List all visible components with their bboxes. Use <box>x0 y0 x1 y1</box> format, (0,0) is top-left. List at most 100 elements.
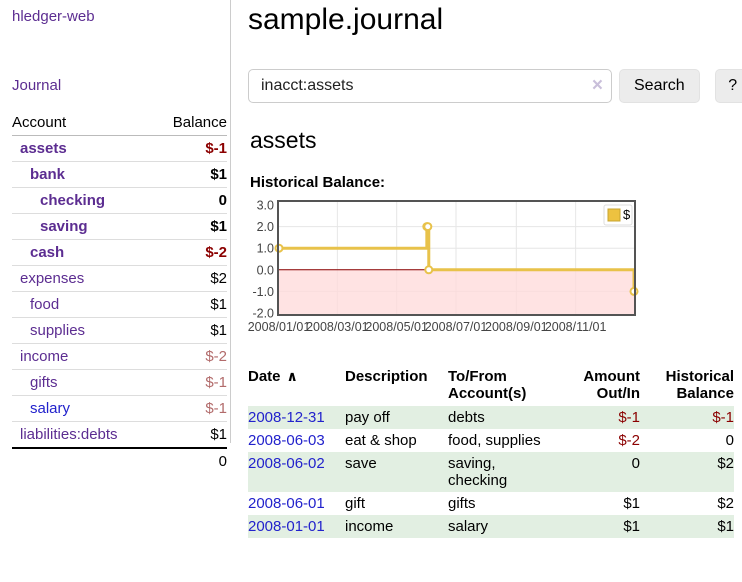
account-link[interactable]: gifts <box>30 374 58 391</box>
account-link[interactable]: expenses <box>20 270 85 287</box>
transaction-description: gift <box>345 495 366 512</box>
account-row: expenses $2 <box>12 265 227 292</box>
account-balance: $2 <box>154 265 227 292</box>
account-balance: $1 <box>154 213 227 240</box>
register-header-description: Description <box>345 368 428 385</box>
transaction-date-link[interactable]: 2008-06-01 <box>248 495 325 512</box>
x-tick-label: 2008/11/01 <box>545 320 607 334</box>
transaction-date-link[interactable]: 2008-06-02 <box>248 455 325 472</box>
account-title: assets <box>250 127 317 153</box>
register-table: Date ∧ Description To/From Account(s) Amo… <box>248 366 734 538</box>
data-point-marker <box>424 265 434 275</box>
main-content: sample.journal × Search ? assets Histori… <box>231 0 742 582</box>
register-header-row: Date ∧ Description To/From Account(s) Amo… <box>248 366 734 406</box>
x-tick-label: 2008/05/01 <box>365 320 428 334</box>
account-row: assets $-1 <box>12 136 227 162</box>
transaction-balance: $1 <box>640 515 734 538</box>
account-row: liabilities:debts $1 <box>12 421 227 448</box>
transaction-accounts: gifts <box>448 495 476 512</box>
account-link[interactable]: salary <box>30 400 71 417</box>
register-row: 2008-06-03 eat & shop food, supplies $-2 0 <box>248 429 734 452</box>
transaction-balance: $2 <box>640 452 734 492</box>
search-box: × <box>248 69 612 103</box>
y-tick-label: 3.0 <box>257 199 274 213</box>
account-row: saving $1 <box>12 213 227 240</box>
accounts-table-header: Account Balance <box>12 110 227 136</box>
account-link[interactable]: checking <box>40 192 106 209</box>
account-link[interactable]: bank <box>30 166 66 183</box>
sidebar-item-journal[interactable]: Journal <box>12 77 62 94</box>
transaction-balance: 0 <box>725 432 734 449</box>
y-tick-label: 0.0 <box>257 263 274 277</box>
accounts-total-row: 0 <box>12 447 227 474</box>
transaction-description: save <box>345 452 448 492</box>
register-row: 2008-12-31 pay off debts $-1 $-1 <box>248 406 734 429</box>
register-row: 2008-06-02 save saving, checking 0 $2 <box>248 452 734 492</box>
account-link[interactable]: saving <box>40 218 88 235</box>
transaction-accounts: food, supplies <box>448 432 541 449</box>
transaction-accounts: saving, checking <box>448 452 558 492</box>
account-balance: $-1 <box>205 140 227 157</box>
account-link[interactable]: supplies <box>30 322 86 339</box>
page-title: sample.journal <box>248 3 444 36</box>
help-button[interactable]: ? <box>714 69 742 103</box>
search-input[interactable] <box>248 69 612 103</box>
transaction-amount: $1 <box>558 515 640 538</box>
transaction-amount: $-1 <box>558 406 640 429</box>
transaction-accounts: debts <box>448 406 558 429</box>
legend-swatch <box>607 208 621 222</box>
transaction-accounts: salary <box>448 515 558 538</box>
account-link[interactable]: liabilities:debts <box>20 426 118 443</box>
x-tick-label: 2008/01/01 <box>248 320 310 334</box>
account-link[interactable]: food <box>30 296 60 313</box>
transaction-description: pay off <box>345 406 448 429</box>
search-row: × Search ? <box>248 69 742 103</box>
accounts-header-account: Account <box>12 110 155 136</box>
account-row: bank $1 <box>12 161 227 188</box>
historical-balance-chart: $3.0 2.0 1.0 0.0 -1.0 -2.0 2008/01/01 2008/03/0… <box>248 199 742 348</box>
y-tick-label: -2.0 <box>252 307 274 321</box>
transaction-balance: $-1 <box>640 406 734 429</box>
account-link[interactable]: income <box>20 348 69 365</box>
y-tick-label: 2.0 <box>257 220 274 234</box>
account-balance: $1 <box>154 421 227 448</box>
register-header-balance: Historical Balance <box>665 368 734 402</box>
register-row: 2008-01-01 income salary $1 $1 <box>248 515 734 538</box>
chart-svg: $3.0 2.0 1.0 0.0 -1.0 -2.02008/01/012008/03/0… <box>248 199 639 334</box>
x-tick-label: 2008/09/01 <box>485 320 548 334</box>
account-row: salary $-1 <box>12 395 227 422</box>
account-balance: $-2 <box>154 343 227 370</box>
transaction-date-link[interactable]: 2008-12-31 <box>248 409 325 426</box>
account-balance: $1 <box>154 317 227 344</box>
account-row: cash $-2 <box>12 239 227 266</box>
data-point-marker <box>423 222 433 232</box>
accounts-table: Account Balance assets $-1 bank $1 checking 0… <box>12 110 227 474</box>
account-link[interactable]: cash <box>30 244 65 261</box>
account-balance: $1 <box>154 161 227 188</box>
account-balance: $-1 <box>154 369 227 396</box>
accounts-total-value: 0 <box>154 447 227 474</box>
transaction-amount: 0 <box>558 452 640 492</box>
transaction-balance: $2 <box>717 495 734 512</box>
x-tick-label: 2008/07/01 <box>425 320 488 334</box>
transaction-amount: $-2 <box>618 432 640 449</box>
register-row: 2008-06-01 gift gifts $1 $2 <box>248 492 734 515</box>
account-balance: $-1 <box>154 395 227 422</box>
account-row: checking 0 <box>12 187 227 214</box>
account-balance: $1 <box>154 291 227 318</box>
search-button[interactable]: Search <box>619 69 700 103</box>
account-row: income $-2 <box>12 343 227 370</box>
transaction-date-link[interactable]: 2008-01-01 <box>248 518 325 535</box>
x-tick-label: 2008/03/01 <box>306 320 369 334</box>
sidebar: hledger-web Journal Account Balance asse… <box>0 0 231 474</box>
account-row: supplies $1 <box>12 317 227 344</box>
transaction-date-link[interactable]: 2008-06-03 <box>248 432 325 449</box>
app-brand-link[interactable]: hledger-web <box>12 8 95 25</box>
account-link[interactable]: assets <box>20 140 67 157</box>
y-tick-label: 1.0 <box>257 242 274 256</box>
account-row: gifts $-1 <box>12 369 227 396</box>
register-header-date[interactable]: Date ∧ <box>248 368 298 385</box>
account-balance: $-2 <box>154 239 227 266</box>
clear-search-icon[interactable]: × <box>591 75 603 96</box>
